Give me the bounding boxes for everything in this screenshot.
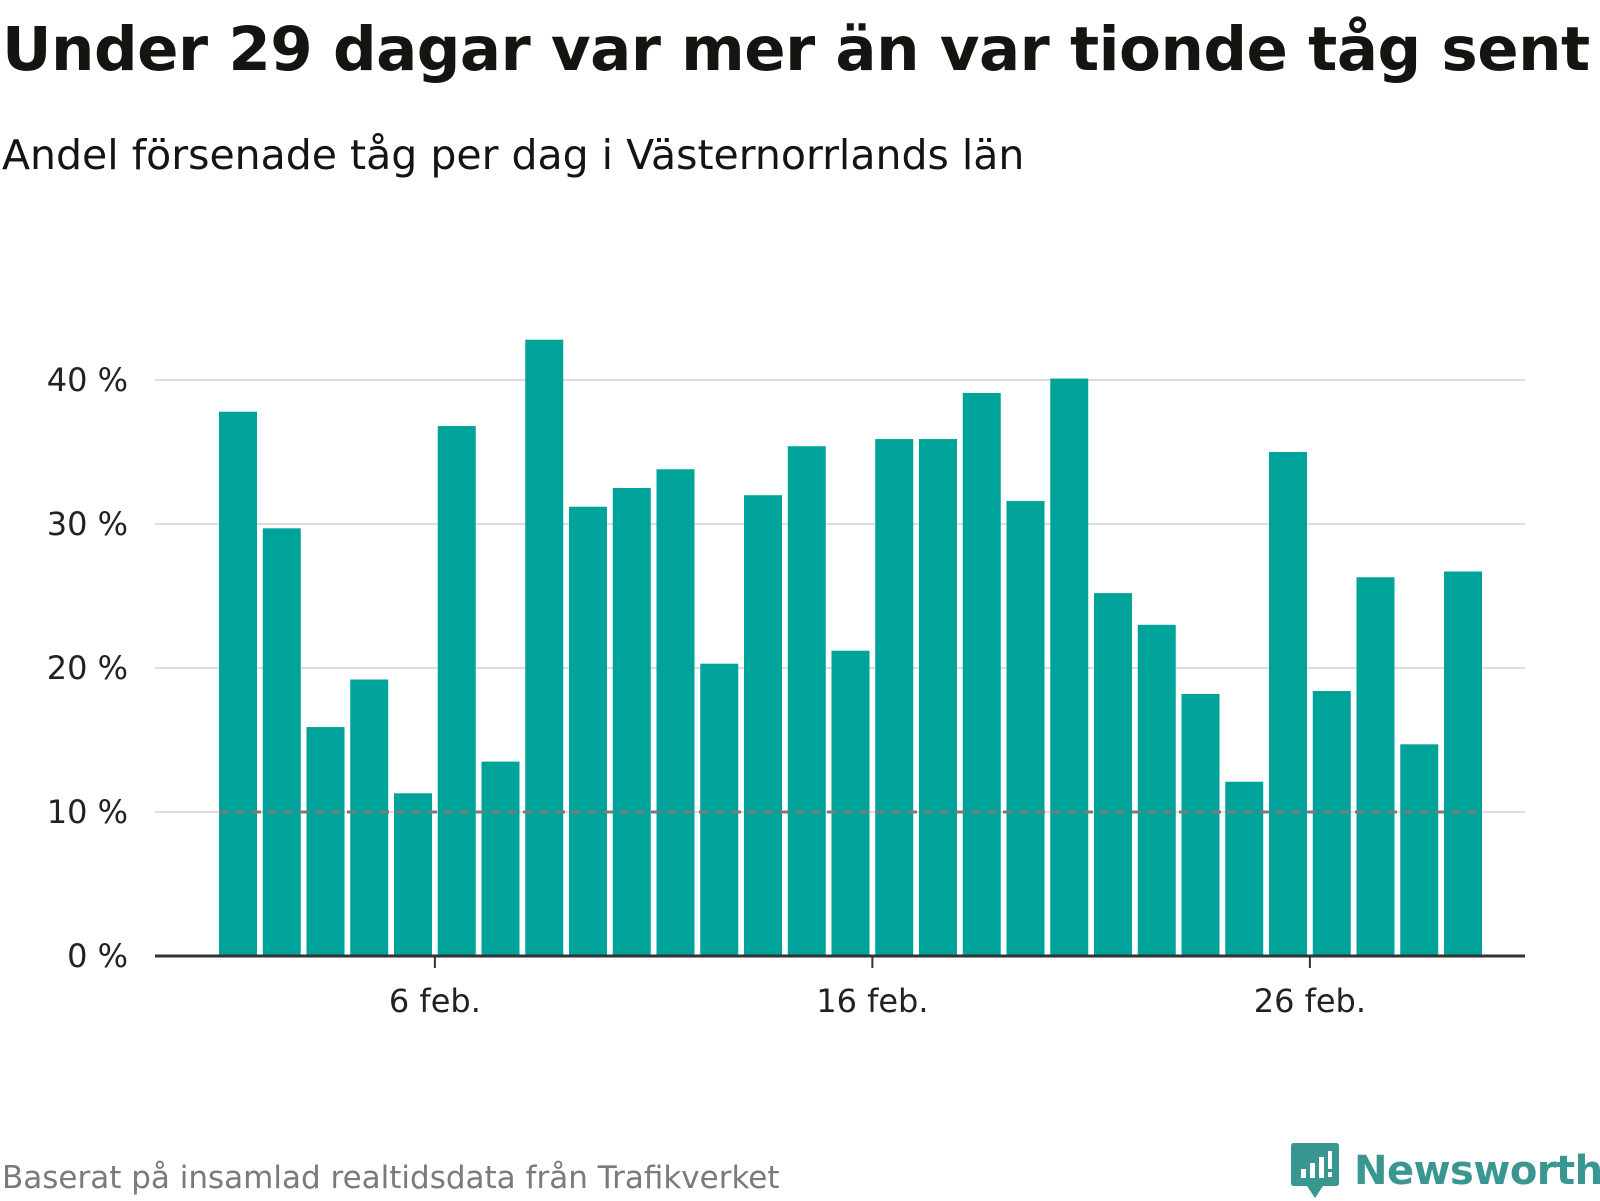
newsworthy-logo-text: Newsworthy bbox=[1354, 1148, 1600, 1194]
bar bbox=[437, 426, 476, 957]
bar bbox=[787, 446, 826, 956]
bar bbox=[350, 679, 389, 956]
bar-chart: 0 % 10 % 20 % 30 % 40 % 6 feb. 16 feb. 26 feb. bbox=[47, 339, 1525, 1020]
bar bbox=[262, 528, 301, 956]
chart-title: Under 29 dagar var mer än var tionde tåg… bbox=[2, 14, 1590, 85]
x-axis-labels: 6 feb. 16 feb. 26 feb. bbox=[389, 982, 1366, 1020]
bar bbox=[612, 488, 651, 956]
bar bbox=[744, 495, 782, 956]
bar bbox=[1269, 452, 1307, 956]
y-tick-label: 30 % bbox=[47, 505, 128, 543]
bar bbox=[481, 761, 520, 956]
bar bbox=[219, 411, 257, 956]
bar bbox=[569, 506, 607, 956]
bar bbox=[1444, 571, 1482, 956]
bar bbox=[962, 392, 1001, 957]
x-axis bbox=[155, 954, 1525, 968]
bar bbox=[656, 469, 695, 956]
x-tick-label: 6 feb. bbox=[389, 982, 481, 1020]
bar bbox=[919, 439, 957, 956]
y-tick-label: 20 % bbox=[47, 649, 128, 687]
bar bbox=[700, 663, 739, 956]
y-tick-label: 10 % bbox=[47, 793, 128, 831]
y-tick-label: 40 % bbox=[47, 361, 128, 399]
bar bbox=[525, 339, 564, 956]
newsworthy-logo-icon bbox=[1291, 1143, 1339, 1198]
bar bbox=[306, 727, 345, 956]
bar bbox=[1225, 781, 1264, 956]
bar bbox=[1312, 691, 1351, 956]
x-tick-label: 26 feb. bbox=[1254, 982, 1366, 1020]
bar bbox=[1094, 593, 1132, 956]
bar bbox=[1181, 693, 1220, 956]
bar bbox=[394, 793, 432, 956]
bar bbox=[875, 439, 914, 956]
source-note: Baserat på insamlad realtidsdata från Tr… bbox=[2, 1160, 780, 1196]
bar bbox=[1400, 744, 1439, 956]
newsworthy-logo: Newsworthy bbox=[1290, 1141, 1600, 1201]
bar bbox=[1137, 624, 1176, 956]
bar bbox=[831, 650, 870, 956]
y-axis-labels: 0 % 10 % 20 % 30 % 40 % bbox=[47, 361, 128, 975]
x-tick-label: 16 feb. bbox=[816, 982, 928, 1020]
y-tick-label: 0 % bbox=[67, 937, 128, 975]
chart-subtitle: Andel försenade tåg per dag i Västernorr… bbox=[2, 131, 1025, 179]
bar bbox=[1356, 577, 1395, 956]
bars bbox=[219, 339, 1482, 957]
bar bbox=[1050, 378, 1089, 956]
bar bbox=[1006, 500, 1045, 956]
